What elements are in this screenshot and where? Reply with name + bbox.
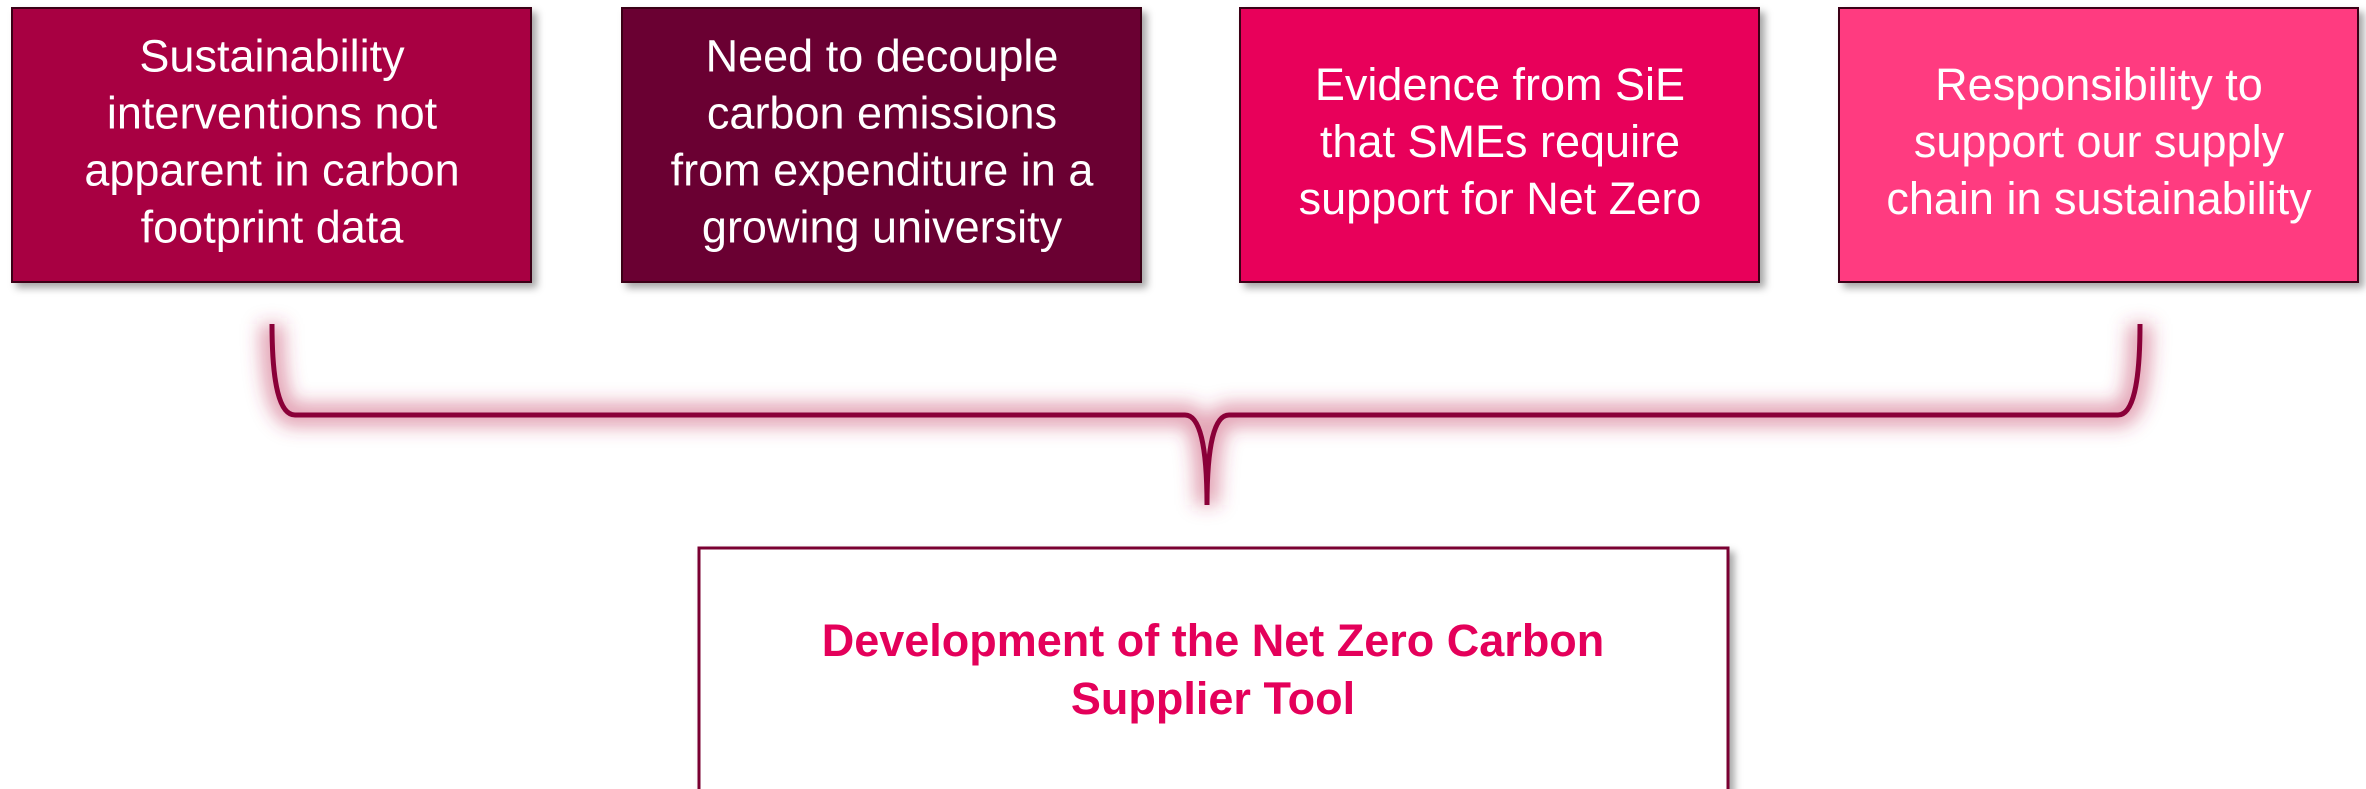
text-line: carbon emissions [707, 87, 1057, 138]
text-line: support for Net Zero [1299, 173, 1702, 224]
cause-text: Evidence from SiE that SMEs require suppor… [1299, 59, 1702, 224]
text-line: Development of the Net Zero Carbon [822, 615, 1605, 666]
text-line: Evidence from SiE [1315, 59, 1685, 110]
cause-text: Sustainability interventions not apparent … [84, 30, 459, 252]
text-line: Sustainability [139, 30, 405, 81]
text-line: chain in sustainability [1886, 173, 2312, 224]
text-line: support our supply [1914, 116, 2285, 167]
text-line: Need to decouple [706, 30, 1059, 81]
cause-box [621, 7, 1142, 283]
cause-box [1239, 7, 1760, 283]
cause-text: Need to decouple carbon emissions from exp… [671, 30, 1095, 252]
text-line: Responsibility to [1935, 59, 2263, 110]
outcome-text: Development of the Net Zero Carbon Suppli… [822, 615, 1605, 724]
text-line: from expenditure in a [671, 144, 1095, 195]
text-line: interventions not [107, 87, 438, 138]
cause-box [1838, 7, 2359, 283]
text-line: apparent in carbon [84, 144, 459, 195]
text-line: Supplier Tool [1071, 673, 1355, 724]
cause-text: Responsibility to support our supply chain… [1886, 59, 2312, 224]
text-line: footprint data [141, 201, 405, 252]
cause-box [11, 7, 532, 283]
text-line: that SMEs require [1320, 116, 1680, 167]
text-line: growing university [702, 201, 1063, 252]
boxes: Sustainability interventions not apparent … [11, 7, 2359, 283]
outcome-box [697, 546, 1730, 789]
brace [269, 323, 2143, 506]
